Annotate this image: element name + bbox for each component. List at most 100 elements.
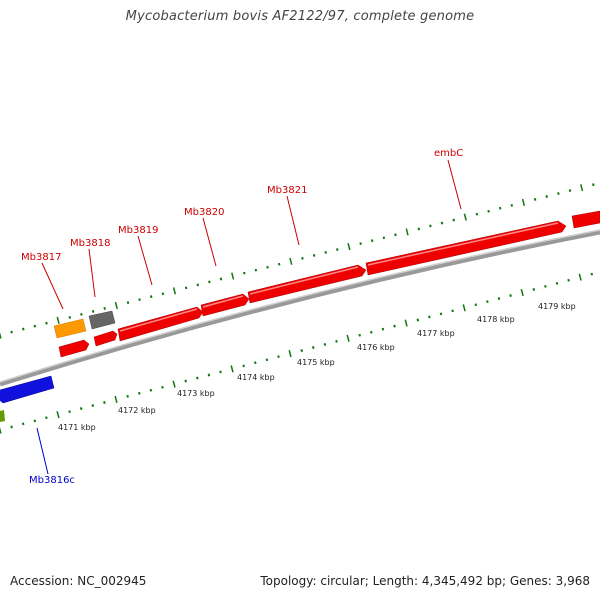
genome-backbone	[0, 229, 600, 387]
gray-feature[interactable]	[88, 310, 116, 330]
minor-tick	[277, 355, 280, 359]
major-tick	[0, 427, 2, 434]
minor-tick	[359, 242, 362, 246]
minor-tick	[161, 292, 165, 296]
minor-tick	[254, 268, 258, 272]
orange-feature[interactable]	[53, 318, 87, 339]
minor-tick	[91, 404, 95, 407]
minor-tick	[381, 327, 385, 331]
minor-tick	[555, 281, 559, 285]
minor-tick	[590, 272, 594, 276]
minor-tick	[208, 280, 211, 284]
accession-text: Accession: NC_002945	[10, 574, 147, 588]
major-tick	[288, 350, 292, 358]
minor-tick	[219, 370, 222, 374]
minor-tick	[265, 358, 269, 362]
gene-mb3817-arrow[interactable]	[58, 339, 90, 358]
minor-tick	[498, 206, 502, 210]
minor-tick	[242, 364, 245, 368]
major-tick	[114, 395, 118, 403]
minor-tick	[487, 209, 490, 213]
scale-labels: 4171 kbp 4172 kbp 4173 kbp 4174 kbp 4175…	[58, 302, 576, 432]
scale-label: 4177 kbp	[417, 329, 455, 338]
minor-tick	[219, 277, 223, 281]
gene-label-mb3821[interactable]: Mb3821	[267, 185, 307, 196]
minor-tick	[10, 425, 13, 429]
minor-tick	[497, 297, 501, 301]
minor-tick	[137, 391, 141, 395]
minor-tick	[545, 195, 548, 198]
gene-label-mb3816c[interactable]: Mb3816c	[29, 475, 75, 486]
minor-tick	[254, 361, 257, 365]
minor-tick	[277, 262, 281, 266]
major-tick	[580, 184, 584, 192]
minor-tick	[486, 300, 489, 304]
minor-tick	[207, 373, 211, 377]
genome-stats-text: Topology: circular; Length: 4,345,492 bp…	[260, 574, 590, 588]
gene-label-embc[interactable]: embC	[434, 148, 463, 159]
minor-tick	[544, 284, 547, 288]
minor-tick	[451, 309, 454, 313]
minor-tick	[126, 301, 130, 304]
gene-embc-arrow[interactable]	[365, 220, 567, 276]
scale-label: 4178 kbp	[477, 315, 515, 324]
minor-tick	[532, 288, 536, 291]
gene-label-mb3818[interactable]: Mb3818	[70, 238, 110, 249]
minor-tick	[266, 265, 269, 269]
minor-tick	[417, 227, 421, 231]
minor-tick	[394, 233, 397, 237]
minor-tick	[592, 183, 595, 187]
minor-tick	[428, 315, 431, 319]
major-tick	[463, 213, 467, 221]
minor-tick	[300, 349, 303, 352]
minor-tick	[358, 333, 361, 337]
minor-tick	[184, 286, 188, 290]
gene-mb3818-arrow[interactable]	[93, 330, 118, 347]
minor-tick	[324, 251, 327, 254]
gene-label-mb3817[interactable]: Mb3817	[21, 252, 61, 263]
minor-tick	[323, 343, 327, 346]
gene-mb3816c-arrow[interactable]	[0, 375, 55, 404]
minor-tick	[335, 339, 338, 343]
gene-mb3821-arrow[interactable]	[247, 264, 367, 304]
minor-tick	[91, 310, 95, 313]
major-tick	[520, 288, 524, 297]
minor-tick	[533, 198, 537, 201]
major-tick	[0, 332, 2, 339]
minor-tick	[149, 295, 153, 299]
major-tick	[578, 273, 582, 281]
green-feature[interactable]	[0, 410, 5, 422]
minor-tick	[336, 248, 339, 251]
minor-tick	[103, 307, 106, 310]
major-tick	[172, 287, 177, 295]
scale-label: 4171 kbp	[58, 423, 96, 432]
major-tick	[521, 198, 526, 206]
minor-tick	[21, 422, 25, 426]
map-title: Mycobacterium bovis AF2122/97, complete …	[125, 9, 475, 24]
minor-tick	[80, 312, 83, 316]
minor-tick	[510, 203, 514, 207]
scale-label: 4173 kbp	[177, 389, 215, 398]
gene-label-mb3819[interactable]: Mb3819	[118, 225, 158, 236]
minor-tick	[440, 221, 444, 225]
major-tick	[231, 272, 235, 280]
minor-tick	[184, 379, 187, 383]
gene-mb3819-arrow[interactable]	[117, 306, 204, 342]
minor-tick	[452, 218, 455, 222]
minor-tick	[243, 271, 246, 275]
gene-label-mb3820[interactable]: Mb3820	[184, 207, 224, 218]
minor-tick	[149, 388, 153, 392]
gene-next-arrow[interactable]	[571, 210, 600, 229]
outer-tick-ring	[0, 183, 595, 339]
scale-label: 4176 kbp	[357, 343, 395, 352]
minor-tick	[557, 192, 560, 195]
gene-mb3820-arrow[interactable]	[200, 293, 250, 317]
label-leaders	[41, 159, 462, 310]
scale-label: 4172 kbp	[118, 406, 156, 415]
minor-tick	[68, 315, 72, 319]
major-tick	[56, 411, 60, 419]
minor-tick	[393, 324, 396, 328]
minor-tick	[45, 416, 48, 420]
minor-tick	[439, 312, 443, 316]
